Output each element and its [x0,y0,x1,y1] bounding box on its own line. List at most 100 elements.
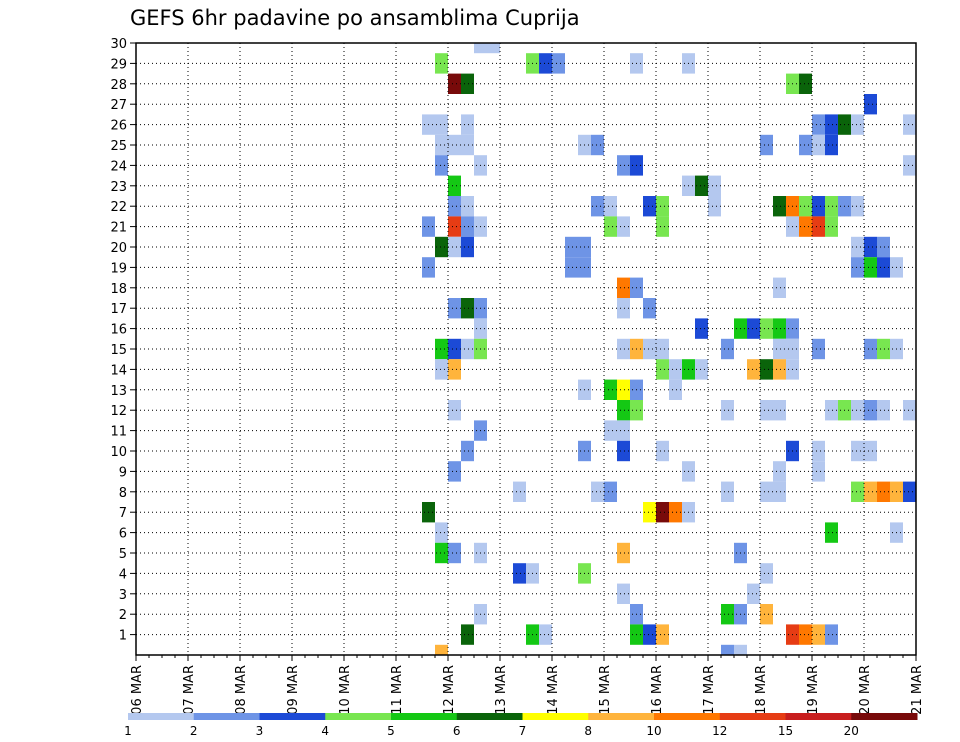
heatmap-cell [877,236,890,258]
colorbar-label: 5 [387,724,395,738]
colorbar-label: 1 [124,724,132,738]
heatmap-cell [617,440,630,462]
colorbar-swatch [785,713,852,720]
heatmap-cell [747,583,760,604]
heatmap-cell [656,196,669,217]
heatmap-cell [812,624,825,645]
y-tick-label: 8 [119,486,127,501]
heatmap-cell [617,542,630,564]
heatmap-cell [604,196,617,217]
heatmap-cell [448,175,461,196]
heatmap-cells [422,43,916,655]
x-tick-label: 19 MAR [806,665,821,715]
y-tick-label: 11 [110,425,127,440]
y-tick-label: 17 [110,302,127,317]
heatmap-cell [643,298,656,319]
heatmap-cell [461,114,474,135]
heatmap-cell [474,43,500,54]
heatmap-cell [539,53,552,74]
heatmap-cell [604,481,617,502]
heatmap-cell [656,359,669,380]
x-tick-label: 15 MAR [598,665,613,715]
colorbar-label: 15 [778,724,793,738]
heatmap-cell [851,400,864,421]
heatmap-cell [903,481,916,502]
heatmap-cell [708,175,721,196]
heatmap-cell [669,359,682,380]
colorbar-label: 6 [453,724,461,738]
y-tick-label: 20 [110,241,127,256]
heatmap-cell [448,298,461,319]
heatmap-cell [591,481,604,502]
heatmap-cell [617,298,630,319]
heatmap-cell [799,216,812,237]
heatmap-cell [448,338,461,360]
y-tick-label: 7 [119,506,127,521]
heatmap-cell [461,338,474,360]
heatmap-cell [825,134,838,156]
heatmap-cell [617,277,630,298]
colorbar-swatch [588,713,655,720]
heatmap-cell [773,338,799,360]
heatmap-cell [825,400,838,421]
y-tick-label: 25 [110,139,127,154]
heatmap-cell [773,196,786,217]
y-tick-label: 23 [110,180,127,195]
heatmap-cell [721,338,734,360]
heatmap-cell [812,461,825,482]
heatmap-cell [448,400,461,421]
heatmap-cell [760,134,773,156]
heatmap-cell [617,216,630,237]
heatmap-cell [448,461,461,482]
heatmap-cell [903,114,916,135]
heatmap-cell [903,400,916,421]
heatmap-cell [851,196,864,217]
heatmap-cell [825,196,838,217]
heatmap-cell [799,73,812,94]
heatmap-cell [773,318,786,339]
heatmap-cell [435,338,448,360]
y-tick-label: 28 [110,78,127,93]
y-tick-label: 2 [119,608,127,623]
heatmap-cell [695,318,708,339]
heatmap-cell [604,379,617,400]
heatmap-cell [760,604,773,625]
heatmap-cell [825,522,838,543]
heatmap-cell [461,298,474,319]
heatmap-cell [864,257,877,278]
x-tick-label: 11 MAR [390,665,405,715]
y-tick-label: 26 [110,119,127,134]
y-tick-label: 27 [110,98,127,113]
heatmap-cell [708,196,721,217]
colorbar-swatch [719,713,786,720]
colorbar-swatch [522,713,589,720]
heatmap-cell [591,134,604,156]
heatmap-cell [435,644,448,655]
heatmap-cell [461,216,474,237]
heatmap-cell [877,481,890,502]
heatmap-cell [448,196,461,217]
x-tick-label: 16 MAR [650,665,665,715]
heatmap-cell [825,114,838,135]
heatmap-cell [617,400,630,421]
heatmap-cell [721,400,734,421]
colorbar-label: 7 [519,724,527,738]
heatmap-cell [851,257,864,278]
colorbar-label: 10 [646,724,661,738]
heatmap-cell [656,216,669,237]
colorbar-swatch [325,713,392,720]
y-tick-label: 15 [110,343,127,358]
colorbar-swatch [456,713,523,720]
heatmap-cell [851,236,864,258]
heatmap-cell [721,481,734,502]
heatmap-cell [851,481,864,502]
heatmap-cell [773,359,786,380]
heatmap-cell [617,155,630,176]
y-tick-label: 1 [119,629,127,644]
heatmap-cell [747,359,760,380]
heatmap-cell [903,155,916,176]
y-tick-label: 13 [110,384,127,399]
heatmap-cell [513,481,526,502]
heatmap-cell [448,73,461,94]
